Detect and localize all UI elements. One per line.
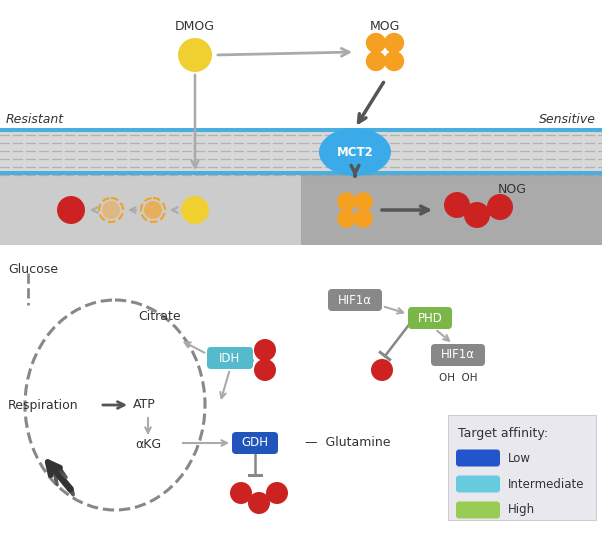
- Circle shape: [230, 482, 252, 504]
- Text: HIF1α: HIF1α: [338, 294, 372, 307]
- Circle shape: [181, 196, 209, 224]
- FancyBboxPatch shape: [328, 289, 382, 311]
- Circle shape: [254, 339, 276, 361]
- Bar: [0, 171, 602, 175]
- Circle shape: [487, 194, 513, 220]
- Circle shape: [366, 51, 386, 71]
- Ellipse shape: [319, 128, 391, 176]
- Text: —  Glutamine: — Glutamine: [305, 436, 391, 450]
- FancyBboxPatch shape: [456, 475, 500, 493]
- Text: αKG: αKG: [135, 438, 161, 451]
- Circle shape: [102, 201, 120, 219]
- Circle shape: [444, 192, 470, 218]
- Circle shape: [254, 359, 276, 381]
- Text: Target affinity:: Target affinity:: [458, 427, 548, 440]
- Text: Resistant: Resistant: [6, 113, 64, 126]
- FancyBboxPatch shape: [456, 450, 500, 466]
- Circle shape: [384, 33, 404, 53]
- Text: Respiration: Respiration: [8, 398, 79, 412]
- Text: MOG: MOG: [370, 20, 400, 33]
- Text: Citrate: Citrate: [138, 310, 181, 323]
- Circle shape: [354, 209, 373, 228]
- FancyBboxPatch shape: [408, 307, 452, 329]
- Circle shape: [337, 209, 356, 228]
- Circle shape: [337, 192, 356, 211]
- Text: Sensitive: Sensitive: [539, 113, 596, 126]
- Text: Low: Low: [508, 451, 531, 465]
- Circle shape: [266, 482, 288, 504]
- Circle shape: [144, 201, 162, 219]
- Text: GDH: GDH: [241, 436, 268, 450]
- Bar: [0, 0, 602, 130]
- Bar: [448, 415, 596, 520]
- Text: Glucose: Glucose: [8, 263, 58, 276]
- Circle shape: [57, 196, 85, 224]
- Circle shape: [354, 192, 373, 211]
- FancyBboxPatch shape: [431, 344, 485, 366]
- Text: ATP: ATP: [133, 398, 156, 412]
- FancyBboxPatch shape: [207, 347, 253, 369]
- FancyBboxPatch shape: [456, 502, 500, 518]
- Text: NOG: NOG: [498, 183, 527, 196]
- Circle shape: [384, 51, 404, 71]
- Bar: [301, 175, 602, 245]
- Text: IDH: IDH: [219, 352, 241, 364]
- Circle shape: [178, 38, 212, 72]
- Text: MCT2: MCT2: [337, 145, 373, 159]
- Circle shape: [371, 359, 393, 381]
- Text: Intermediate: Intermediate: [508, 478, 585, 490]
- FancyBboxPatch shape: [232, 432, 278, 454]
- Circle shape: [464, 202, 490, 228]
- Bar: [0, 175, 301, 245]
- Bar: [0, 248, 602, 536]
- Text: High: High: [508, 503, 535, 517]
- Circle shape: [366, 33, 386, 53]
- Text: DMOG: DMOG: [175, 20, 215, 33]
- Bar: [0, 128, 602, 132]
- Circle shape: [248, 492, 270, 514]
- Text: OH  OH: OH OH: [439, 373, 477, 383]
- Text: PHD: PHD: [418, 311, 442, 324]
- Text: HIF1α: HIF1α: [441, 348, 475, 361]
- Bar: [0, 128, 602, 175]
